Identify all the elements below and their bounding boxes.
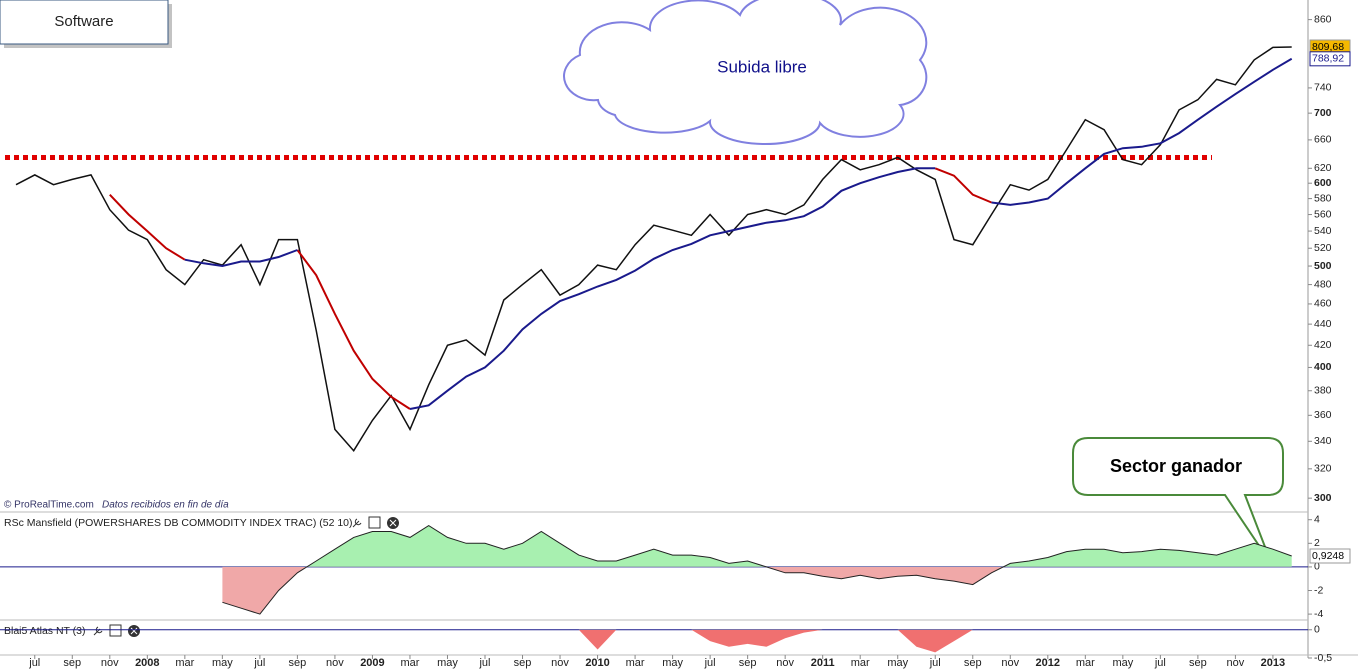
x-tick-label: jul xyxy=(478,657,490,669)
x-tick-label: jul xyxy=(929,657,941,669)
x-tick-label: mar xyxy=(1076,657,1095,669)
x-tick-label: 2013 xyxy=(1261,657,1285,669)
x-tick-label: nov xyxy=(101,657,119,669)
y-tick-label: -2 xyxy=(1314,584,1323,596)
x-tick-label: 2012 xyxy=(1036,657,1060,669)
y-tick-label: 600 xyxy=(1314,177,1332,189)
y-tick-label: 4 xyxy=(1314,514,1320,526)
y-tick-label: 420 xyxy=(1314,339,1332,351)
annotation: Subida libre xyxy=(717,57,807,76)
y-tick-label: 620 xyxy=(1314,162,1332,174)
x-tick-label: jul xyxy=(253,657,265,669)
y-tick-label: 860 xyxy=(1314,13,1332,25)
x-tick-label: mar xyxy=(626,657,645,669)
value-label: 788,92 xyxy=(1312,53,1344,65)
cloud xyxy=(563,0,928,145)
x-tick-label: 2008 xyxy=(135,657,159,669)
x-tick-label: may xyxy=(437,657,458,669)
x-tick-label: nov xyxy=(1227,657,1245,669)
y-tick-label: 300 xyxy=(1314,492,1332,504)
y-tick-label: 380 xyxy=(1314,385,1332,397)
y-tick-label: 0 xyxy=(1314,561,1320,573)
y-tick-label: 0 xyxy=(1314,624,1320,636)
x-tick-label: nov xyxy=(776,657,794,669)
moving-average xyxy=(184,57,1293,410)
positive-area xyxy=(222,525,1292,567)
x-tick-label: sep xyxy=(63,657,81,669)
x-tick-label: mar xyxy=(851,657,870,669)
price-line xyxy=(15,46,1292,452)
y-tick-label: 580 xyxy=(1314,192,1332,204)
y-tick-label: 460 xyxy=(1314,298,1332,310)
y-tick-label: 660 xyxy=(1314,134,1332,146)
source: © ProRealTime.com xyxy=(4,500,94,511)
y-tick-label: -0,5 xyxy=(1314,652,1332,664)
y-tick-label: 520 xyxy=(1314,242,1332,254)
callout xyxy=(1072,437,1284,566)
chart-title: Software xyxy=(54,13,113,30)
y-tick-label: 320 xyxy=(1314,463,1332,475)
x-tick-label: mar xyxy=(400,657,419,669)
x-tick-label: may xyxy=(662,657,683,669)
x-tick-label: jul xyxy=(704,657,716,669)
x-tick-label: jul xyxy=(1154,657,1166,669)
x-tick-label: sep xyxy=(289,657,307,669)
value-label-box xyxy=(1309,51,1351,67)
y-tick-label: 2 xyxy=(1314,537,1320,549)
x-tick-label: may xyxy=(1112,657,1133,669)
x-tick-label: sep xyxy=(739,657,757,669)
x-tick-label: nov xyxy=(551,657,569,669)
panel-icons[interactable] xyxy=(93,516,399,637)
value-label-box xyxy=(1309,548,1351,564)
moving-average xyxy=(109,167,992,410)
value-label: 0,9248 xyxy=(1312,550,1344,562)
x-tick-label: 2010 xyxy=(585,657,609,669)
x-tick-label: sep xyxy=(514,657,532,669)
x-tick-label: nov xyxy=(326,657,344,669)
y-tick-label: 360 xyxy=(1314,409,1332,421)
indicator-line xyxy=(222,525,1292,615)
x-tick-label: mar xyxy=(175,657,194,669)
y-tick-label: 700 xyxy=(1314,107,1332,119)
x-tick-label: nov xyxy=(1001,657,1019,669)
settings-icon[interactable] xyxy=(352,518,362,528)
annotation: Sector ganador xyxy=(1110,456,1242,476)
x-tick-label: sep xyxy=(1189,657,1207,669)
x-tick-label: sep xyxy=(964,657,982,669)
x-tick-label: may xyxy=(212,657,233,669)
y-tick-label: 740 xyxy=(1314,82,1332,94)
y-tick-label: -4 xyxy=(1314,608,1323,620)
panel-title: Blai5 Atlas NT (3) xyxy=(4,625,86,637)
y-tick-label: 560 xyxy=(1314,208,1332,220)
x-tick-label: may xyxy=(887,657,908,669)
negative-area xyxy=(222,566,1004,615)
window-icon[interactable] xyxy=(109,624,122,637)
y-tick-label: 540 xyxy=(1314,225,1332,237)
y-tick-label: 400 xyxy=(1314,361,1332,373)
x-tick-label: jul xyxy=(28,657,40,669)
close-icon-x[interactable] xyxy=(389,519,397,527)
value-label: 809,68 xyxy=(1312,41,1344,53)
y-tick-label: 500 xyxy=(1314,260,1332,272)
y-tick-label: 480 xyxy=(1314,278,1332,290)
y-tick-label: 440 xyxy=(1314,318,1332,330)
close-icon-x[interactable] xyxy=(130,627,138,635)
y-tick-label: 340 xyxy=(1314,435,1332,447)
title-box xyxy=(0,0,169,45)
x-tick-label: 2009 xyxy=(360,657,384,669)
x-tick-label: 2011 xyxy=(811,657,835,669)
source-note: Datos recibidos en fin de día xyxy=(102,500,229,511)
panel-title: RSc Mansfield (POWERSHARES DB COMMODITY … xyxy=(4,517,353,529)
window-icon[interactable] xyxy=(368,516,381,529)
